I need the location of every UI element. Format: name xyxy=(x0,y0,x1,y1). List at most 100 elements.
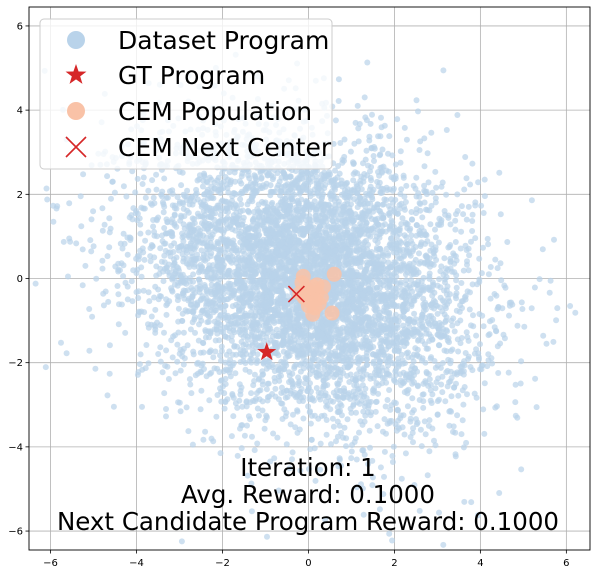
dataset-point xyxy=(174,341,181,348)
dataset-point xyxy=(461,384,468,390)
dataset-point xyxy=(475,179,482,186)
dataset-point xyxy=(264,172,271,178)
dataset-point xyxy=(332,202,339,209)
dataset-point xyxy=(413,416,419,423)
dataset-point xyxy=(378,164,385,171)
dataset-point xyxy=(353,456,360,463)
dataset-point xyxy=(436,509,442,516)
dataset-point xyxy=(111,189,118,196)
dataset-point xyxy=(199,183,206,190)
dataset-point xyxy=(442,319,449,325)
dataset-point xyxy=(165,376,172,382)
dataset-point xyxy=(90,243,97,250)
dataset-point xyxy=(164,194,171,201)
dataset-point xyxy=(238,445,245,452)
dataset-point xyxy=(379,146,386,153)
dataset-point xyxy=(195,213,202,220)
dataset-point xyxy=(315,239,321,246)
dataset-point xyxy=(468,499,475,506)
dataset-point xyxy=(145,187,152,194)
dataset-point xyxy=(86,347,93,354)
dataset-point xyxy=(248,390,255,397)
dataset-point xyxy=(399,215,406,222)
dataset-point xyxy=(336,456,343,463)
dataset-point xyxy=(332,167,338,174)
dataset-point xyxy=(136,361,143,368)
dataset-point xyxy=(455,392,462,399)
dataset-point xyxy=(356,121,363,127)
dataset-point xyxy=(105,298,112,305)
dataset-point xyxy=(163,413,169,420)
dataset-point xyxy=(289,449,296,456)
dataset-point xyxy=(455,348,462,355)
dataset-point xyxy=(422,359,429,366)
dataset-point xyxy=(140,174,147,181)
dataset-point xyxy=(402,199,409,205)
dataset-point xyxy=(446,379,452,386)
dataset-point xyxy=(404,403,411,410)
dataset-point xyxy=(460,211,467,218)
dataset-point xyxy=(152,283,159,290)
dataset-point xyxy=(367,174,374,181)
dataset-point xyxy=(255,334,262,341)
dataset-point xyxy=(396,255,403,262)
dataset-point xyxy=(116,301,122,308)
dataset-point xyxy=(142,237,149,244)
dataset-point xyxy=(428,354,435,361)
dataset-point xyxy=(360,447,367,454)
dataset-point xyxy=(354,260,361,267)
dataset-point xyxy=(307,420,314,427)
dataset-point xyxy=(124,283,131,290)
dataset-point xyxy=(271,455,278,462)
dataset-point xyxy=(488,355,495,362)
dataset-point xyxy=(122,329,129,336)
dataset-point xyxy=(245,185,252,191)
dataset-point xyxy=(218,343,225,350)
dataset-point xyxy=(255,412,262,419)
dataset-point xyxy=(141,205,148,212)
dataset-point xyxy=(348,455,355,462)
dataset-point xyxy=(342,241,349,248)
dataset-point xyxy=(391,376,397,383)
dataset-point xyxy=(380,491,387,498)
dataset-point xyxy=(491,291,498,297)
dataset-point xyxy=(369,457,376,464)
dataset-point xyxy=(242,347,248,354)
dataset-point xyxy=(432,199,439,206)
dataset-point xyxy=(340,355,346,362)
dataset-point xyxy=(284,267,291,274)
dataset-point xyxy=(407,434,414,440)
dataset-point xyxy=(450,315,457,322)
dataset-point xyxy=(422,314,429,321)
dataset-point xyxy=(440,541,447,548)
dataset-point xyxy=(430,315,437,322)
dataset-point xyxy=(347,148,354,155)
dataset-point xyxy=(367,412,374,419)
dataset-point xyxy=(286,229,293,236)
dataset-point xyxy=(249,217,256,224)
dataset-point xyxy=(411,379,417,386)
dataset-point xyxy=(432,226,438,233)
dataset-point xyxy=(63,350,70,357)
dataset-point xyxy=(176,247,182,254)
dataset-point xyxy=(554,305,561,312)
dataset-point xyxy=(402,219,409,226)
dataset-point xyxy=(430,297,437,304)
dataset-point xyxy=(247,180,254,186)
dataset-point xyxy=(441,276,448,283)
dataset-point xyxy=(553,317,560,324)
dataset-point xyxy=(196,239,203,246)
dataset-point xyxy=(339,159,346,166)
dataset-point xyxy=(423,345,430,352)
dataset-point xyxy=(159,238,166,245)
dataset-point xyxy=(417,259,424,265)
dataset-point xyxy=(259,293,266,300)
dataset-point xyxy=(416,507,423,514)
dataset-point xyxy=(236,230,243,237)
dataset-point xyxy=(120,273,127,280)
dataset-point xyxy=(367,168,373,175)
dataset-point xyxy=(504,239,511,245)
dataset-point xyxy=(66,200,73,207)
dataset-point xyxy=(381,304,388,311)
dataset-point xyxy=(335,98,342,104)
